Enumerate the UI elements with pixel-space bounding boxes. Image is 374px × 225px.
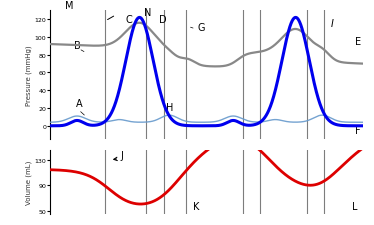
Y-axis label: Volume (mL): Volume (mL) (25, 160, 32, 204)
Text: J: J (121, 150, 124, 160)
Text: D: D (159, 15, 166, 25)
Text: I: I (331, 19, 334, 29)
Text: A: A (76, 99, 82, 109)
Text: G: G (197, 23, 205, 33)
Text: B: B (74, 40, 81, 50)
Text: N: N (144, 8, 151, 18)
Text: E: E (355, 37, 361, 47)
Text: L: L (352, 201, 357, 211)
Text: H: H (166, 102, 174, 112)
Y-axis label: Pressure (mmHg): Pressure (mmHg) (25, 45, 32, 106)
Text: K: K (193, 201, 199, 211)
Text: F: F (355, 125, 361, 135)
Text: M: M (65, 1, 74, 11)
Text: C: C (125, 15, 132, 25)
